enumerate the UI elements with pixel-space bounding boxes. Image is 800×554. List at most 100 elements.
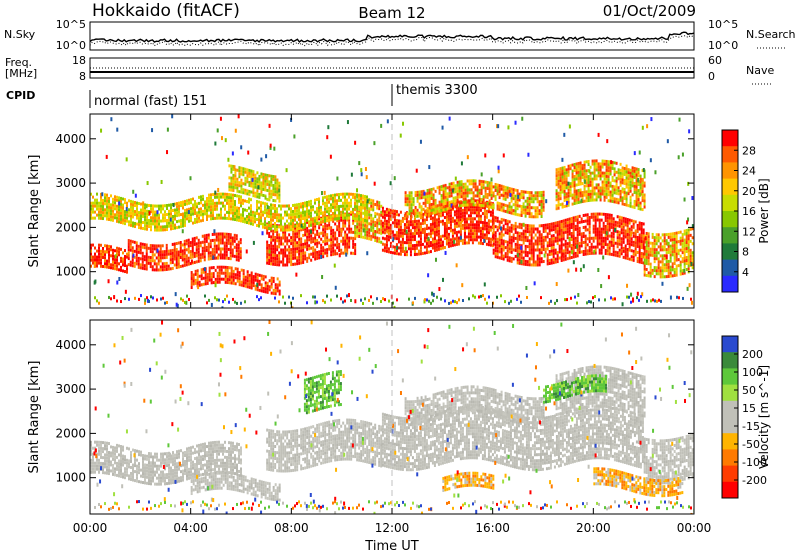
data-cell bbox=[494, 219, 497, 223]
beam-title: Beam 12 bbox=[358, 4, 425, 22]
data-cell bbox=[172, 227, 174, 231]
data-cell bbox=[441, 213, 444, 217]
data-cell bbox=[630, 240, 633, 244]
data-cell bbox=[439, 238, 442, 242]
data-cell bbox=[514, 242, 517, 246]
data-cell bbox=[211, 247, 214, 251]
data-cell bbox=[560, 231, 563, 235]
data-cell bbox=[188, 201, 190, 205]
data-cell bbox=[256, 279, 259, 283]
data-cell bbox=[571, 196, 574, 200]
data-cell bbox=[189, 250, 192, 254]
data-cell bbox=[492, 224, 495, 228]
data-cell bbox=[238, 274, 241, 278]
data-cell bbox=[199, 244, 202, 248]
data-cell bbox=[604, 215, 607, 219]
data-cell bbox=[538, 209, 541, 213]
data-cell bbox=[580, 220, 583, 224]
data-cell bbox=[540, 208, 543, 212]
data-cell bbox=[455, 242, 458, 246]
data-cell bbox=[607, 175, 610, 179]
data-cell bbox=[620, 222, 623, 226]
data-cell bbox=[219, 235, 222, 239]
data-cell bbox=[110, 263, 112, 267]
data-cell bbox=[566, 221, 569, 225]
data-cell bbox=[602, 221, 605, 225]
data-cell bbox=[100, 192, 102, 196]
data-cell bbox=[160, 225, 162, 229]
data-cell bbox=[584, 252, 587, 256]
data-cell bbox=[462, 200, 465, 204]
data-cell bbox=[399, 225, 402, 229]
data-cell bbox=[304, 201, 306, 205]
data-cell bbox=[135, 250, 138, 254]
data-cell bbox=[280, 248, 283, 252]
data-cell bbox=[661, 275, 664, 279]
data-cell bbox=[160, 228, 162, 232]
data-cell bbox=[516, 234, 519, 238]
data-cell bbox=[477, 223, 480, 227]
data-cell bbox=[276, 230, 279, 234]
data-cell bbox=[418, 196, 421, 200]
data-cell bbox=[226, 278, 229, 282]
data-cell bbox=[290, 254, 293, 258]
data-cell bbox=[621, 202, 624, 206]
data-cell bbox=[641, 190, 644, 194]
data-cell bbox=[282, 251, 285, 255]
nave-label: Nave bbox=[746, 64, 774, 77]
data-cell bbox=[640, 231, 643, 235]
data-cell bbox=[108, 256, 110, 260]
data-cell bbox=[584, 249, 587, 253]
data-cell bbox=[601, 174, 604, 178]
data-cell bbox=[258, 215, 260, 219]
data-cell bbox=[184, 214, 186, 218]
data-cell bbox=[607, 184, 610, 188]
data-cell bbox=[324, 242, 327, 246]
data-cell bbox=[100, 207, 102, 211]
data-cell bbox=[601, 159, 604, 163]
data-cell bbox=[669, 238, 672, 242]
data-cell bbox=[138, 202, 140, 206]
data-cell bbox=[687, 255, 690, 259]
data-cell bbox=[428, 197, 431, 201]
data-cell bbox=[418, 193, 421, 197]
data-cell bbox=[540, 236, 543, 240]
data-cell bbox=[598, 233, 601, 237]
data-cell bbox=[538, 236, 541, 240]
data-cell bbox=[520, 204, 523, 208]
data-cell bbox=[342, 224, 345, 228]
data-cell bbox=[194, 205, 196, 209]
data-cell bbox=[638, 227, 641, 231]
data-cell bbox=[270, 247, 273, 251]
data-cell bbox=[320, 205, 322, 209]
data-cell bbox=[252, 284, 255, 288]
data-cell bbox=[266, 202, 268, 206]
data-cell bbox=[102, 202, 104, 206]
data-cell bbox=[667, 274, 670, 278]
data-cell bbox=[348, 242, 351, 246]
data-cell bbox=[530, 248, 533, 252]
data-cell bbox=[592, 236, 595, 240]
data-cell bbox=[631, 175, 634, 179]
data-cell bbox=[475, 214, 478, 218]
data-cell bbox=[425, 218, 428, 222]
data-cell bbox=[627, 171, 630, 175]
data-cell bbox=[112, 260, 114, 264]
data-cell bbox=[536, 215, 539, 219]
data-cell bbox=[534, 239, 537, 243]
data-cell bbox=[282, 257, 285, 261]
data-cell bbox=[432, 196, 435, 200]
data-cell bbox=[208, 208, 210, 212]
data-cell bbox=[395, 252, 398, 256]
data-cell bbox=[308, 235, 311, 239]
data-cell bbox=[239, 256, 242, 260]
data-cell bbox=[108, 205, 110, 209]
data-cell bbox=[554, 239, 557, 243]
data-cell bbox=[651, 268, 654, 272]
data-cell bbox=[216, 213, 218, 217]
data-cell bbox=[419, 234, 422, 238]
data-cell bbox=[316, 219, 318, 223]
data-cell bbox=[544, 223, 547, 227]
data-cell bbox=[408, 200, 411, 204]
